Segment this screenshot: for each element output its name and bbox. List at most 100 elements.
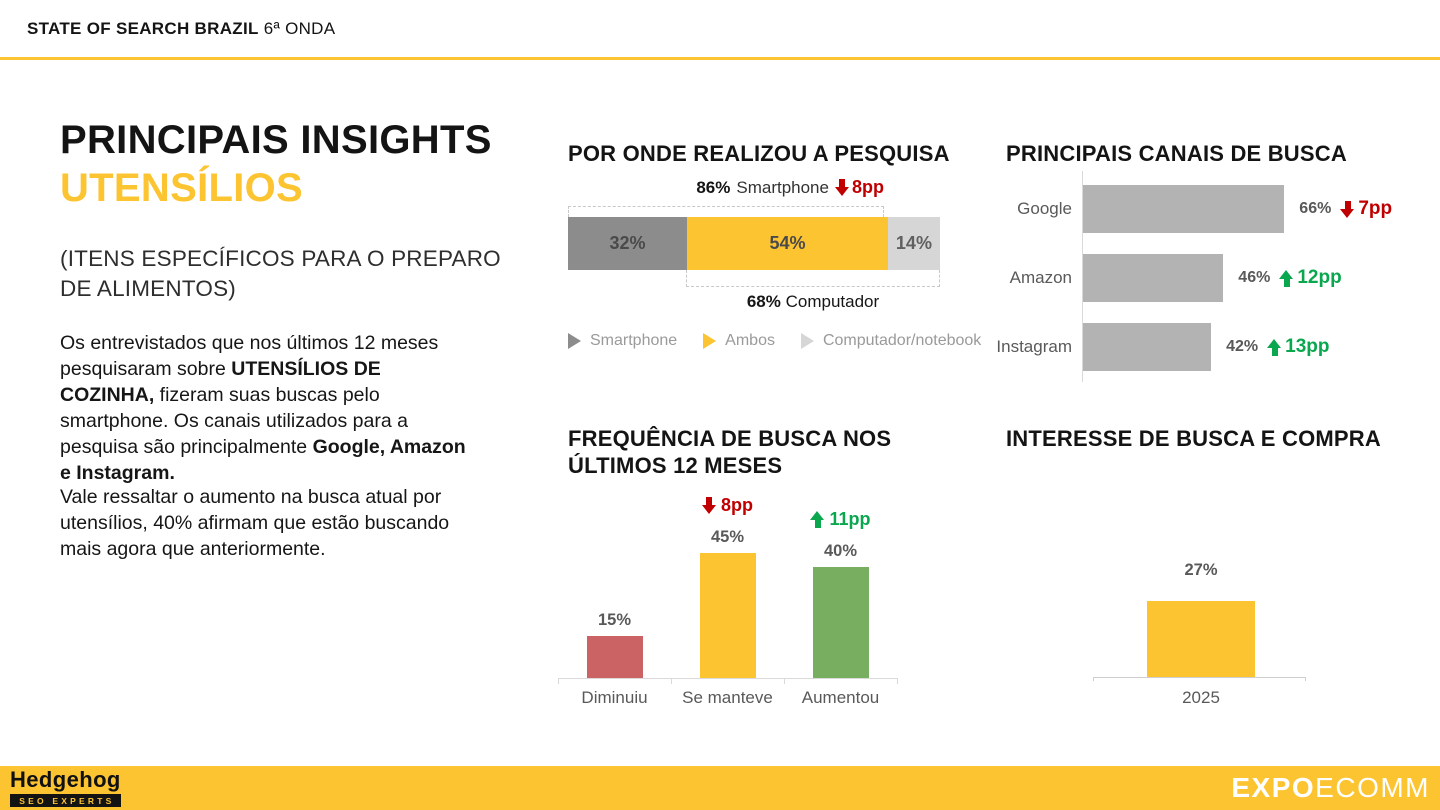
legend-label: Computador/notebook bbox=[822, 332, 982, 349]
up-arrow-icon bbox=[810, 510, 825, 528]
frequency-plot: 15% 8pp 45% 11pp 40% bbox=[558, 490, 897, 678]
down-arrow-icon bbox=[1340, 200, 1355, 218]
insights-subtitle: (ITENS ESPECÍFICOS PARA O PREPARO DE ALI… bbox=[60, 246, 501, 301]
channel-change: 7pp bbox=[1340, 198, 1392, 220]
device-legend: Smartphone Ambos Computador/notebook bbox=[568, 332, 981, 350]
channel-label: Google bbox=[1017, 199, 1072, 218]
legend-triangle-icon bbox=[800, 333, 814, 349]
axis-tick bbox=[897, 679, 898, 684]
legend-triangle-icon bbox=[568, 333, 581, 349]
slide-header: STATE OF SEARCH BRAZIL 6ª ONDA bbox=[0, 0, 1440, 57]
axis-tick bbox=[671, 679, 672, 684]
channel-value: 42% bbox=[1226, 338, 1259, 355]
hedgehog-logo-name: Hedgehog bbox=[10, 766, 121, 792]
up-arrow-icon bbox=[1267, 338, 1282, 356]
segment-computador-value: 14% bbox=[895, 233, 932, 253]
bar-aumentou bbox=[812, 566, 869, 678]
brand-title-bold: STATE OF SEARCH BRAZIL bbox=[27, 18, 259, 38]
category-label: Aumentou bbox=[801, 688, 880, 707]
segment-smartphone-value: 32% bbox=[609, 233, 646, 253]
smartphone-annotation-value: 86% bbox=[696, 177, 731, 197]
hedgehog-logo-tagline: SEO EXPERTS bbox=[10, 793, 121, 808]
legend-triangle-icon bbox=[703, 333, 717, 349]
segment-ambos-value: 54% bbox=[769, 233, 806, 253]
segment-ambos: 54% bbox=[687, 217, 888, 270]
device-chart-title: POR ONDE REALIZOU A PESQUISA bbox=[568, 141, 950, 166]
axis-tick bbox=[558, 679, 559, 684]
interest-chart-title: INTERESSE DE BUSCA E COMPRA bbox=[1006, 426, 1381, 451]
bar-diminuiu bbox=[586, 636, 643, 678]
legend-label: Ambos bbox=[725, 332, 775, 349]
interest-value-label: 27% bbox=[1184, 561, 1218, 579]
header-accent-line bbox=[0, 57, 1440, 60]
computador-bracket bbox=[686, 270, 940, 287]
brand-title: STATE OF SEARCH BRAZIL 6ª ONDA bbox=[27, 19, 335, 39]
paragraph1-part: Os entrevistados que nos últimos 12 mese… bbox=[60, 332, 439, 380]
frequency-col-diminuiu: 15% bbox=[558, 490, 671, 678]
page-title-category: UTENSÍLIOS bbox=[60, 166, 304, 210]
channel-value: 46% bbox=[1238, 269, 1271, 286]
legend-item-computador: Computador/notebook bbox=[800, 332, 982, 350]
smartphone-change: 8pp bbox=[834, 177, 884, 198]
channel-label: Amazon bbox=[1009, 268, 1072, 287]
channel-bar-google bbox=[1083, 185, 1285, 233]
frequency-change-value: 11pp bbox=[829, 508, 871, 529]
frequency-axis-line bbox=[558, 678, 898, 684]
interest-axis-line bbox=[1093, 677, 1306, 681]
frequency-title-line1: FREQUÊNCIA DE BUSCA NOS bbox=[568, 426, 892, 451]
channel-bar-instagram bbox=[1083, 323, 1212, 371]
smartphone-change-value: 8pp bbox=[851, 177, 884, 197]
device-stacked-bar: 32% 54% 14% bbox=[568, 217, 940, 270]
frequency-change-value: 8pp bbox=[720, 494, 753, 515]
category-label: Diminuiu bbox=[581, 688, 648, 707]
segment-smartphone: 32% bbox=[568, 217, 688, 270]
hedgehog-logo: Hedgehog SEO EXPERTS bbox=[10, 766, 121, 808]
bar-value-label: 15% bbox=[597, 611, 632, 630]
frequency-change: 11pp bbox=[810, 508, 871, 530]
segment-computador: 14% bbox=[887, 217, 940, 270]
paragraph1-part-bold: UTENSÍLIOS DE COZINHA, bbox=[60, 358, 381, 406]
frequency-category-labels: Diminuiu Se manteve Aumentou bbox=[558, 688, 897, 708]
insights-paragraph-1: Os entrevistados que nos últimos 12 mese… bbox=[60, 330, 472, 486]
channel-change-value: 13pp bbox=[1285, 336, 1330, 357]
interest-bar bbox=[1147, 601, 1255, 677]
paragraph1-part: fizeram suas buscas pelo smartphone. Os … bbox=[60, 384, 408, 458]
page-title: PRINCIPAIS INSIGHTS UTENSÍLIOS bbox=[60, 116, 492, 212]
computador-annotation-value: 68% bbox=[746, 292, 781, 311]
category-label: Se manteve bbox=[682, 688, 773, 707]
channel-label: Instagram bbox=[996, 337, 1072, 356]
bar-semanteve bbox=[699, 552, 756, 678]
channel-row-instagram: Instagram 42% 13pp bbox=[980, 323, 1329, 371]
expoecomm-logo: EXPOECOMM bbox=[1231, 774, 1430, 802]
channel-row-amazon: Amazon 46% 12pp bbox=[980, 254, 1342, 302]
channel-change: 13pp bbox=[1267, 336, 1329, 358]
smartphone-annotation: 86% Smartphone 8pp bbox=[568, 177, 884, 198]
down-arrow-icon bbox=[834, 179, 850, 196]
smartphone-annotation-label: Smartphone bbox=[736, 177, 829, 197]
channel-change: 12pp bbox=[1279, 267, 1342, 289]
legend-item-smartphone: Smartphone bbox=[568, 332, 677, 350]
expoecomm-logo-bold: EXPO bbox=[1231, 772, 1316, 803]
footer: Hedgehog SEO EXPERTS EXPOECOMM bbox=[0, 766, 1440, 810]
legend-label: Smartphone bbox=[590, 332, 678, 349]
up-arrow-icon bbox=[1279, 269, 1294, 287]
legend-item-ambos: Ambos bbox=[703, 332, 775, 350]
brand-title-regular: 6ª ONDA bbox=[258, 18, 336, 38]
frequency-col-semanteve: 8pp 45% bbox=[671, 490, 784, 678]
frequency-col-aumentou: 11pp 40% bbox=[784, 490, 897, 678]
paragraph1-part-bold: Google, Amazon e Instagram. bbox=[60, 436, 466, 484]
channel-bar-amazon bbox=[1083, 254, 1224, 302]
channel-change-value: 12pp bbox=[1297, 267, 1342, 288]
bar-value-label: 40% bbox=[823, 541, 858, 560]
frequency-chart-title: FREQUÊNCIA DE BUSCA NOS ÚLTIMOS 12 MESES bbox=[568, 425, 891, 479]
channel-row-google: Google 66% 7pp bbox=[980, 185, 1392, 233]
frequency-change: 8pp bbox=[701, 494, 753, 516]
frequency-title-line2: ÚLTIMOS 12 MESES bbox=[568, 453, 783, 478]
insights-paragraph-2: Vale ressaltar o aumento na busca atual … bbox=[60, 486, 450, 560]
smartphone-bracket bbox=[568, 206, 884, 217]
bar-value-label: 45% bbox=[710, 527, 745, 546]
channel-change-value: 7pp bbox=[1358, 198, 1393, 219]
page-title-line1: PRINCIPAIS INSIGHTS bbox=[60, 118, 492, 162]
computador-annotation-label: Computador bbox=[780, 292, 880, 311]
interest-category-label: 2025 bbox=[1182, 688, 1220, 707]
